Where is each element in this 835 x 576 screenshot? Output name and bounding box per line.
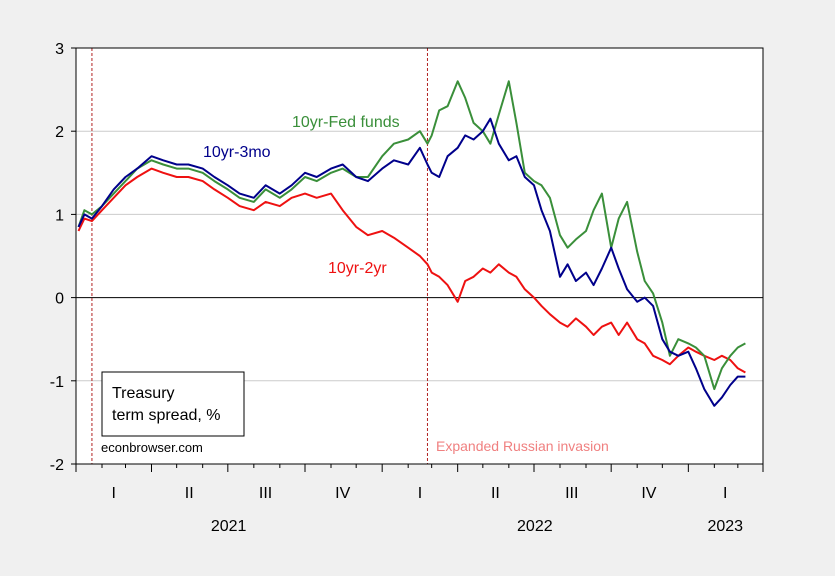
x-quarter-label: I	[112, 485, 116, 502]
x-year-label: 2023	[707, 518, 743, 535]
series-label: 10yr-3mo	[203, 144, 271, 161]
x-quarter-label: II	[491, 485, 500, 502]
y-tick-label: 0	[55, 291, 64, 308]
annotation-invasion: Expanded Russian invasion	[436, 438, 609, 454]
x-quarter-label: I	[723, 485, 727, 502]
x-quarter-label: III	[259, 485, 272, 502]
series-line	[77, 117, 746, 407]
series-lines	[77, 80, 746, 407]
event-lines	[91, 48, 428, 464]
plot-frame	[75, 47, 764, 465]
y-tick-label: 1	[55, 207, 64, 224]
legend-box-line1: Treasury	[112, 385, 175, 402]
source-label: econbrowser.com	[101, 440, 203, 455]
legend-box-line2: term spread, %	[112, 407, 220, 424]
y-tick-label: 2	[55, 124, 64, 141]
x-quarter-label: III	[565, 485, 578, 502]
y-tick-label: 3	[55, 41, 64, 58]
legend-box: Treasury term spread, %	[101, 371, 245, 437]
y-axis: -2 -1 0 1 2 3	[50, 41, 76, 474]
x-year-label: 2022	[517, 518, 553, 535]
series-label: 10yr-Fed funds	[292, 114, 400, 131]
series-labels: 10yr-3mo 10yr-Fed funds 10yr-2yr	[203, 114, 400, 277]
x-quarter-label: I	[418, 485, 422, 502]
series-label: 10yr-2yr	[328, 260, 387, 277]
x-quarter-label: II	[185, 485, 194, 502]
y-tick-label: -2	[50, 457, 64, 474]
x-quarter-label: IV	[641, 485, 656, 502]
series-line	[77, 80, 746, 391]
x-quarter-label: IV	[335, 485, 350, 502]
series-line	[77, 167, 746, 374]
x-year-label: 2021	[211, 518, 247, 535]
y-tick-label: -1	[50, 374, 64, 391]
legend-box-frame	[101, 371, 245, 437]
